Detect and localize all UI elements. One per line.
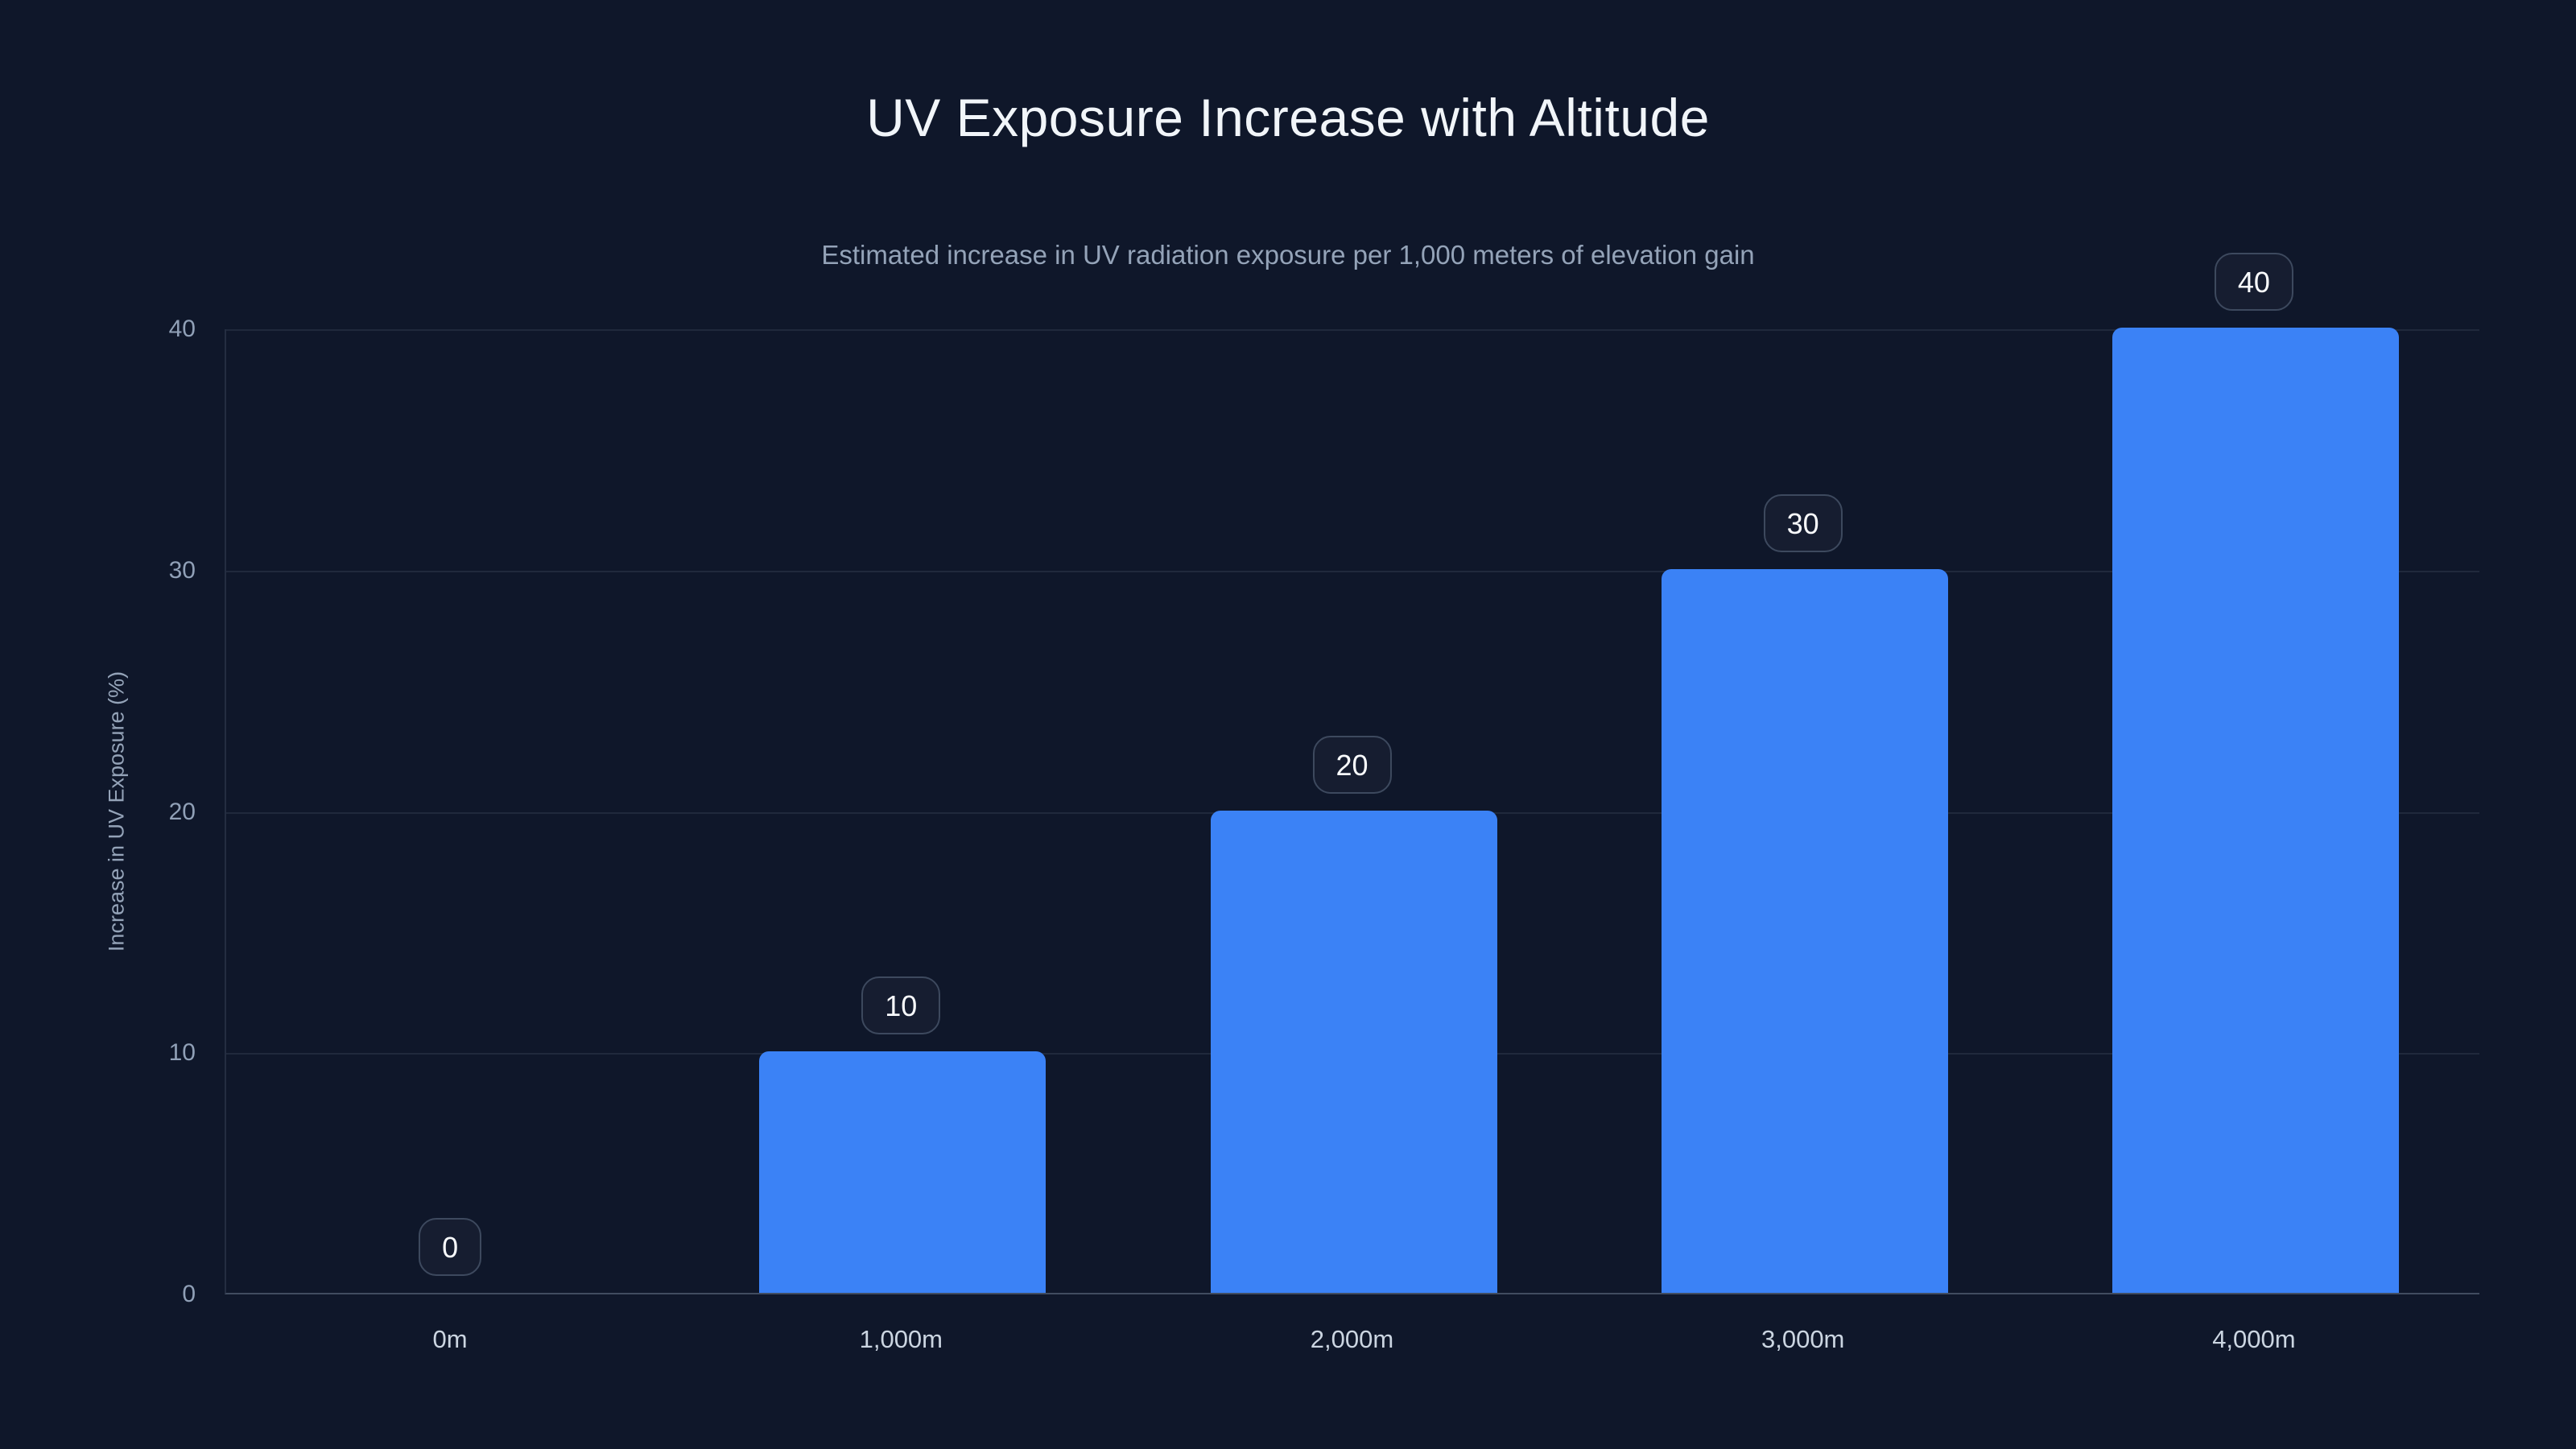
bar-1000m [759, 1051, 1046, 1293]
plot-area [225, 328, 2479, 1294]
y-tick-label-30: 30 [168, 556, 196, 584]
bar-3000m [1661, 568, 1948, 1293]
y-tick-label-20: 20 [168, 798, 196, 825]
chart-title: UV Exposure Increase with Altitude [866, 88, 1710, 147]
value-badge-4000m: 40 [2214, 253, 2293, 311]
y-tick-label-0: 0 [182, 1281, 196, 1307]
bar-2000m [1210, 810, 1497, 1293]
gridline-40 [226, 329, 2479, 331]
value-badge-3000m: 30 [1763, 493, 1843, 552]
y-tick-label-40: 40 [168, 316, 196, 342]
x-tick-label-1000m: 1,000m [859, 1325, 943, 1353]
x-tick-label-0m: 0m [432, 1325, 468, 1353]
value-badge-2000m: 20 [1312, 735, 1392, 794]
y-tick-label-10: 10 [168, 1039, 196, 1067]
bar-4000m [2112, 328, 2399, 1293]
value-badge-1000m: 10 [861, 976, 941, 1035]
value-badge-0m: 0 [419, 1218, 482, 1276]
x-tick-label-4000m: 4,000m [2212, 1325, 2296, 1353]
chart-subtitle: Estimated increase in UV radiation expos… [821, 240, 1755, 270]
gridline-30 [226, 570, 2479, 572]
x-tick-label-2000m: 2,000m [1310, 1325, 1394, 1353]
x-tick-label-3000m: 3,000m [1761, 1325, 1845, 1353]
